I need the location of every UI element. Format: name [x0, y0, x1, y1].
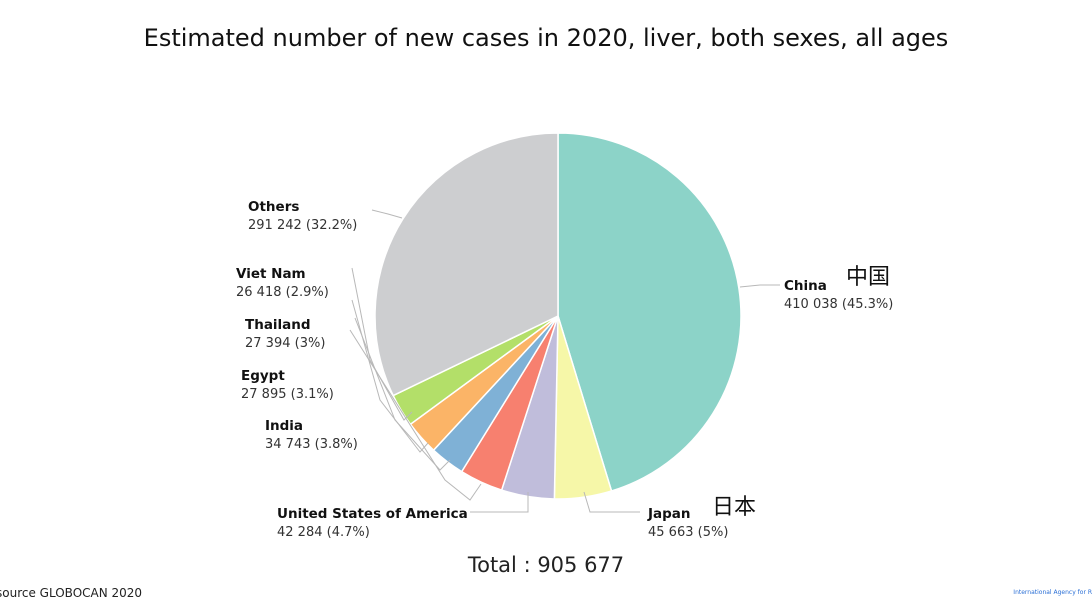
source-note: source GLOBOCAN 2020	[0, 586, 143, 600]
leader-line-india	[349, 329, 482, 501]
slice-value-japan: 45 663 (5%)	[648, 525, 728, 540]
slice-label-viet-nam: Viet Nam	[236, 266, 306, 282]
pie-slice-others	[374, 132, 559, 397]
native-name-japan: 日本	[712, 495, 756, 520]
slice-label-united-states-of-america: United States of America	[277, 506, 468, 522]
slice-value-india: 34 743 (3.8%)	[265, 437, 358, 452]
leader-line-japan	[583, 491, 640, 513]
leader-line-thailand	[351, 299, 429, 453]
slice-value-others: 291 242 (32.2%)	[248, 218, 357, 233]
chart-title: Estimated number of new cases in 2020, l…	[143, 24, 949, 52]
slice-label-thailand: Thailand	[245, 317, 311, 333]
slice-label-china: China	[784, 278, 827, 294]
native-name-china: 中国	[846, 265, 890, 290]
credit-note: International Agency for R	[1013, 589, 1092, 596]
slice-label-egypt: Egypt	[241, 368, 285, 384]
total-label: Total : 905 677	[467, 553, 625, 577]
slice-label-japan: Japan	[647, 506, 691, 522]
slice-value-united-states-of-america: 42 284 (4.7%)	[277, 525, 370, 540]
leader-line-others	[371, 209, 403, 219]
slice-value-viet-nam: 26 418 (2.9%)	[236, 285, 329, 300]
leader-line-united-states-of-america	[470, 492, 529, 513]
slice-value-china: 410 038 (45.3%)	[784, 297, 893, 312]
slice-label-india: India	[265, 418, 303, 434]
slice-value-thailand: 27 394 (3%)	[245, 336, 325, 351]
leader-line-china	[739, 284, 780, 288]
slice-value-egypt: 27 895 (3.1%)	[241, 387, 334, 402]
slice-label-others: Others	[248, 199, 299, 215]
pie-slice-china	[557, 132, 742, 492]
leader-line-viet-nam	[351, 267, 413, 421]
